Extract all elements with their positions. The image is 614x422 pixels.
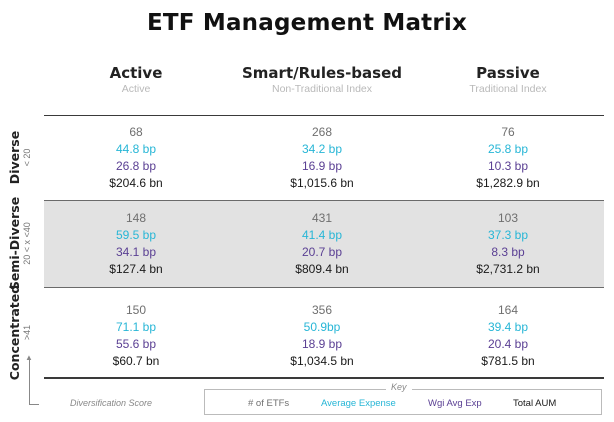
total-aum: $809.4 bn [295,262,349,276]
legend-item-expense: Average Expense [321,398,396,409]
divider-row1 [44,200,604,201]
divider-top [44,115,604,116]
weighted-avg-expense: 26.8 bp [115,159,157,173]
average-expense: 39.4 bp [487,320,529,334]
column-label: Smart/Rules-based [242,64,402,82]
weighted-avg-expense: 34.1 bp [115,245,157,259]
etf-count: 164 [497,303,519,317]
divider-row2 [44,287,604,288]
etf-count: 148 [125,211,147,225]
legend-item-wgi: Wgi Avg Exp [428,398,482,409]
etf-count: 268 [311,125,333,139]
total-aum: $2,731.2 bn [476,262,540,276]
etf-count: 68 [129,125,143,139]
matrix-cell: 164 39.4 bp 20.4 bp $781.5 bn [418,302,598,370]
row-sublabel: >41 [22,324,33,340]
axis-arrow-icon: ▲ [25,354,33,362]
column-sublabel: Traditional Index [469,83,547,95]
row-label-semi-diverse: Semi-Diverse 20 < x <40 [0,196,40,291]
etf-count: 103 [497,211,519,225]
axis-line-vertical [29,358,30,404]
axis-line-horizontal [29,404,39,405]
average-expense: 34.2 bp [301,142,343,156]
column-header-smart: Smart/Rules-based Non-Traditional Index [232,64,412,95]
average-expense: 59.5 bp [115,228,157,242]
average-expense: 41.4 bp [301,228,343,242]
column-sublabel: Active [121,83,151,95]
average-expense: 25.8 bp [487,142,529,156]
total-aum: $1,015.6 bn [290,176,354,190]
column-label: Active [109,64,163,82]
divider-bottom [44,377,604,379]
matrix-cell: 103 37.3 bp 8.3 bp $2,731.2 bn [418,210,598,278]
matrix-cell: 150 71.1 bp 55.6 bp $60.7 bn [46,302,226,370]
etf-count: 150 [125,303,147,317]
matrix-cell: 76 25.8 bp 10.3 bp $1,282.9 bn [418,124,598,192]
row-label: Semi-Diverse [7,196,23,291]
shaded-row-band [44,200,604,287]
row-sublabel: 20 < x <40 [22,222,33,265]
row-label-diverse: Diverse < 20 [0,115,40,200]
total-aum: $127.4 bn [109,262,163,276]
total-aum: $204.6 bn [109,176,163,190]
weighted-avg-expense: 8.3 bp [491,245,525,259]
average-expense: 44.8 bp [115,142,157,156]
row-label: Diverse [7,130,23,185]
matrix-cell: 148 59.5 bp 34.1 bp $127.4 bn [46,210,226,278]
total-aum: $781.5 bn [481,354,535,368]
row-sublabel: < 20 [22,148,33,167]
etf-count: 76 [501,125,515,139]
row-label-concentrated: Concentrated >41 [0,284,40,380]
weighted-avg-expense: 16.9 bp [301,159,343,173]
total-aum: $1,034.5 bn [290,354,354,368]
weighted-avg-expense: 10.3 bp [487,159,529,173]
column-label: Passive [476,64,540,82]
average-expense: 71.1 bp [115,320,157,334]
column-header-active: Active Active [46,64,226,95]
matrix-cell: 431 41.4 bp 20.7 bp $809.4 bn [232,210,412,278]
average-expense: 50.9bp [303,320,341,334]
total-aum: $1,282.9 bn [476,176,540,190]
legend-item-count: # of ETFs [248,398,290,409]
weighted-avg-expense: 20.7 bp [301,245,343,259]
etf-count: 431 [311,211,333,225]
etf-count: 356 [311,303,333,317]
chart-title: ETF Management Matrix [146,10,468,36]
legend-title: Key [386,382,412,392]
weighted-avg-expense: 18.9 bp [301,337,343,351]
average-expense: 37.3 bp [487,228,529,242]
column-sublabel: Non-Traditional Index [272,83,372,95]
total-aum: $60.7 bn [112,354,160,368]
matrix-cell: 356 50.9bp 18.9 bp $1,034.5 bn [232,302,412,370]
row-label: Concentrated [7,284,23,380]
weighted-avg-expense: 55.6 bp [115,337,157,351]
weighted-avg-expense: 20.4 bp [487,337,529,351]
column-header-passive: Passive Traditional Index [418,64,598,95]
matrix-cell: 68 44.8 bp 26.8 bp $204.6 bn [46,124,226,192]
legend-item-aum: Total AUM [513,398,557,409]
axis-label: Diversification Score [70,398,153,408]
matrix-cell: 268 34.2 bp 16.9 bp $1,015.6 bn [232,124,412,192]
